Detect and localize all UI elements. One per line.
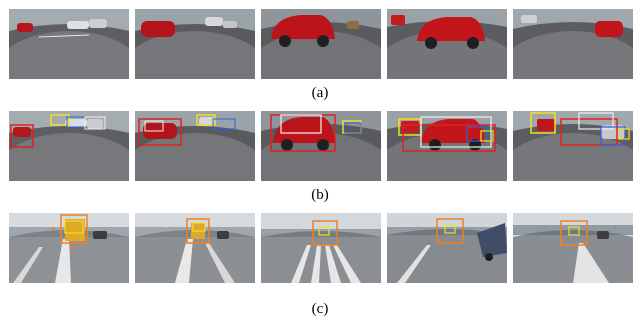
detection-box [10, 124, 34, 148]
fisheye-panel-b3 [261, 111, 381, 181]
caption-c: (c) [311, 301, 329, 317]
row-c [0, 213, 640, 283]
fisheye-panel-a4 [387, 9, 507, 79]
row-b [0, 111, 640, 181]
fisheye-panel-a1 [9, 9, 129, 79]
fisheye-panel-c3 [261, 213, 381, 283]
caption-a: (a) [311, 85, 329, 101]
caption-b: (b) [311, 187, 329, 203]
fisheye-panel-a3 [261, 9, 381, 79]
car-shape [17, 23, 33, 32]
fisheye-panel-c2 [135, 213, 255, 283]
fisheye-panel-b5 [513, 111, 633, 181]
fisheye-panel-a5 [513, 9, 633, 79]
bus-shape [65, 219, 85, 241]
fisheye-panel-c5 [513, 213, 633, 283]
fisheye-panel-c4 [387, 213, 507, 283]
fisheye-panel-b1 [9, 111, 129, 181]
row-a [0, 9, 640, 79]
fisheye-panel-b4 [387, 111, 507, 181]
fisheye-panel-c1 [9, 213, 129, 283]
truck-shape [477, 223, 507, 257]
fisheye-panel-b2 [135, 111, 255, 181]
fisheye-panel-a2 [135, 9, 255, 79]
